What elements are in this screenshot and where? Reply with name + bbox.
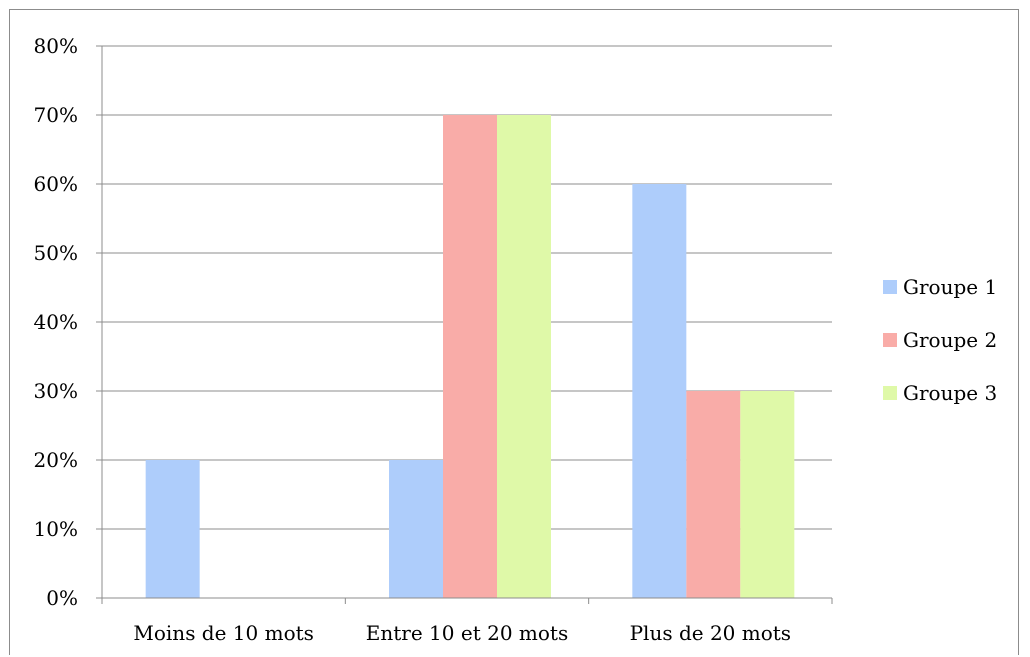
y-tick-label: 70% [34,103,78,127]
bars [145,115,795,598]
legend-label: Groupe 1 [903,275,997,299]
bar [443,115,497,598]
legend-swatch [883,386,897,400]
bar [686,391,741,598]
y-tick-label: 50% [34,241,78,265]
y-tick-label: 60% [34,172,78,196]
x-tick-labels: Moins de 10 mots Entre 10 et 20 mots Plus … [133,621,791,645]
bar [740,391,795,598]
bar [497,115,551,598]
axes [96,45,833,604]
legend-swatch [883,333,897,347]
chart-frame [9,9,1019,655]
x-tick-label: Entre 10 et 20 mots [366,621,568,645]
x-tick-label: Plus de 20 mots [630,621,791,645]
y-tick-label: 0% [46,586,78,610]
legend: Groupe 1 Groupe 2 Groupe 3 [883,275,997,405]
x-tick-label: Moins de 10 mots [133,621,314,645]
y-tick-labels: 0% 10% 20% 30% 40% 50% 60% 70% 80% [34,34,78,610]
bar [632,184,687,598]
bar [389,460,443,598]
y-tick-label: 30% [34,379,78,403]
legend-swatch [883,280,897,294]
legend-label: Groupe 2 [903,328,997,352]
y-tick-label: 10% [34,517,78,541]
y-tick-label: 80% [34,34,78,58]
bar [145,460,200,598]
legend-label: Groupe 3 [903,381,997,405]
y-tick-label: 20% [34,448,78,472]
y-tick-label: 40% [34,310,78,334]
